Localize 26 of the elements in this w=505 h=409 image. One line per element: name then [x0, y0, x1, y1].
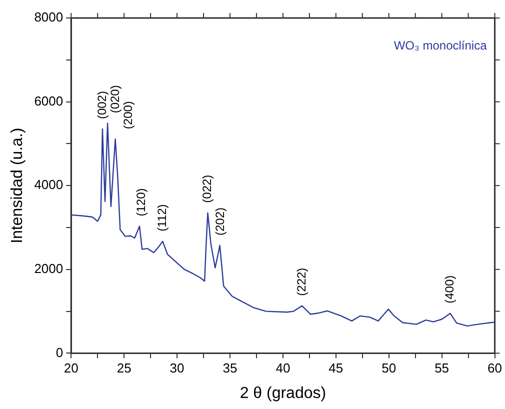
x-tick-label: 30 — [170, 360, 184, 376]
annotation: (020) — [108, 85, 122, 114]
y-tick-label: 8000 — [34, 10, 64, 25]
text: WO₃ monoclínica — [394, 38, 488, 52]
x-tick-label: 40 — [276, 360, 290, 376]
annotation: (222) — [294, 268, 308, 296]
x-tick-label: 25 — [116, 360, 132, 376]
annotation: (002) — [94, 91, 109, 120]
x-tick-label: 20 — [64, 360, 78, 376]
x-tick-label: 35 — [222, 360, 238, 376]
y-axis-title: Intensidad (u.a.) — [9, 128, 26, 244]
annotation: (400) — [442, 275, 457, 304]
x-axis-title: 2 θ (grados) — [240, 384, 326, 402]
x-tick-label: 60 — [488, 360, 502, 376]
annotation: (022) — [200, 174, 214, 203]
annotation: (200) — [120, 101, 135, 130]
annotation: (112) — [154, 204, 169, 232]
y-tick-label: 6000 — [34, 93, 64, 108]
x-tick-label: 50 — [382, 360, 396, 376]
y-tick-label: 4000 — [34, 177, 64, 192]
annotation: (202) — [213, 208, 228, 236]
x-tick-label: 45 — [328, 360, 344, 376]
annotation: (120) — [134, 188, 148, 216]
y-tick-label: 2000 — [34, 260, 64, 276]
x-tick-label: 55 — [434, 360, 450, 376]
y-tick-label: 0 — [56, 344, 64, 360]
